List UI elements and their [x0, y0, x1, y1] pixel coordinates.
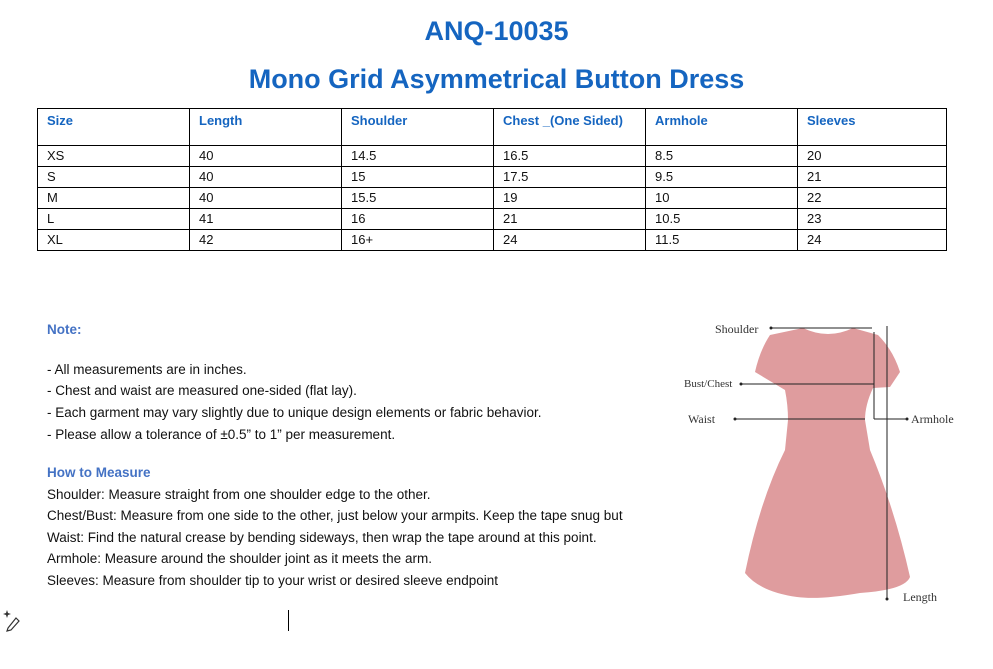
- waist-label: Waist: [688, 412, 716, 426]
- col-header: Sleeves: [797, 108, 947, 146]
- table-row: XL 42 16+ 24 11.5 24: [37, 229, 947, 251]
- table-cell: 24: [797, 229, 947, 251]
- bust-label: Bust/Chest: [684, 378, 732, 390]
- sparkle-pen-icon[interactable]: [2, 608, 24, 632]
- text-cursor: [288, 610, 289, 631]
- how-item: Waist: Find the natural crease by bendin…: [47, 530, 597, 545]
- col-header: Shoulder: [341, 108, 494, 146]
- length-label: Length: [903, 590, 937, 604]
- table-cell: 40: [189, 166, 342, 188]
- table-cell: 42: [189, 229, 342, 251]
- table-row: L 41 16 21 10.5 23: [37, 208, 947, 230]
- note-item: - Please allow a tolerance of ±0.5” to 1…: [47, 427, 396, 442]
- table-cell: 16.5: [493, 145, 646, 167]
- table-header-row: Size Length Shoulder Chest _(One Sided) …: [37, 108, 947, 146]
- shoulder-label: Shoulder: [715, 322, 758, 336]
- table-cell: 10.5: [645, 208, 798, 230]
- table-cell: 16+: [341, 229, 494, 251]
- table-cell: 15.5: [341, 187, 494, 209]
- how-item: Shoulder: Measure straight from one shou…: [47, 487, 431, 502]
- table-cell: XL: [37, 229, 190, 251]
- note-item: - Chest and waist are measured one-sided…: [47, 383, 357, 398]
- product-name: Mono Grid Asymmetrical Button Dress: [248, 64, 745, 94]
- size-chart-table: Size Length Shoulder Chest _(One Sided) …: [37, 108, 947, 251]
- armhole-label: Armhole: [911, 412, 954, 426]
- note-item: - Each garment may vary slightly due to …: [47, 405, 542, 420]
- note-item: - All measurements are in inches.: [47, 362, 247, 377]
- note-heading: Note:: [47, 322, 82, 337]
- table-row: XS 40 14.5 16.5 8.5 20: [37, 145, 947, 167]
- how-heading: How to Measure: [47, 465, 151, 480]
- dress-illustration: [745, 328, 910, 598]
- how-item: Armhole: Measure around the shoulder joi…: [47, 551, 432, 566]
- product-code: ANQ-10035: [424, 16, 569, 46]
- table-cell: 8.5: [645, 145, 798, 167]
- how-item: Chest/Bust: Measure from one side to the…: [47, 508, 623, 523]
- col-header: Size: [37, 108, 190, 146]
- how-item: Sleeves: Measure from shoulder tip to yo…: [47, 573, 498, 588]
